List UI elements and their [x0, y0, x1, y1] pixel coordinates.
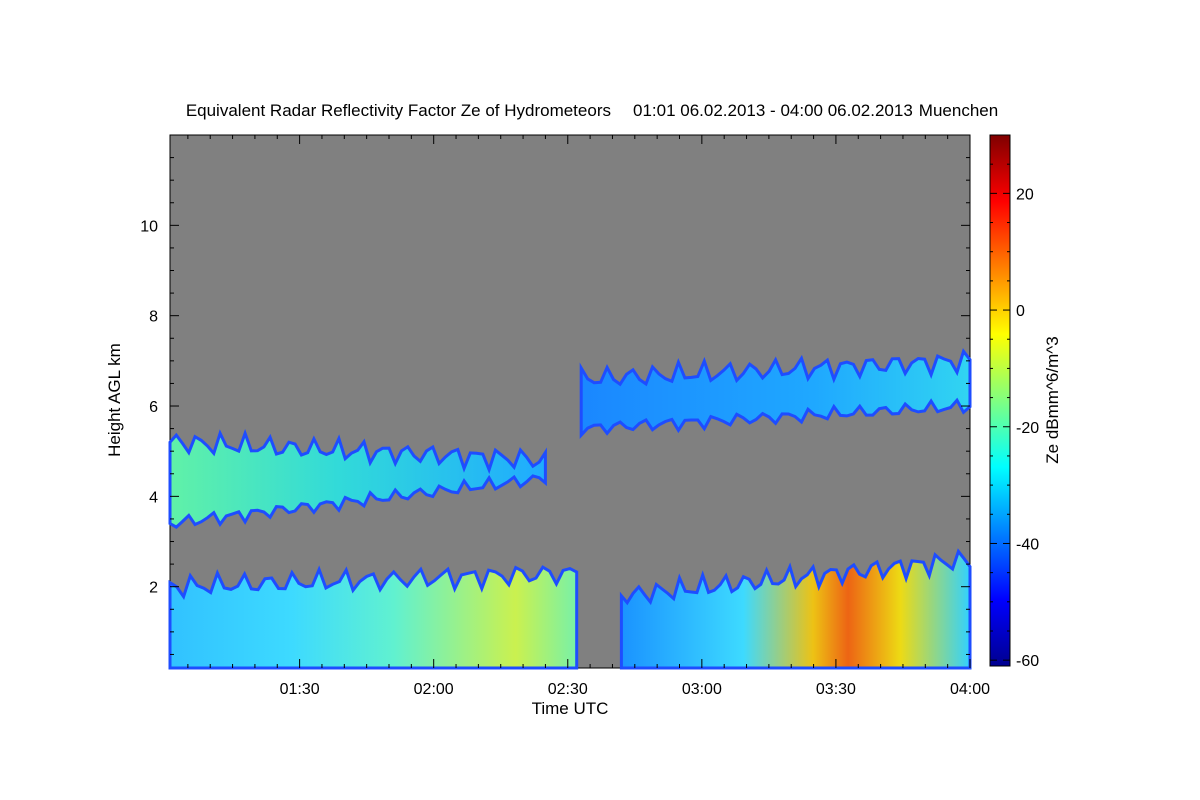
y-tick-label: 8 — [149, 309, 158, 326]
x-axis-label: Time UTC — [532, 699, 609, 718]
x-tick-label: 02:00 — [414, 681, 454, 698]
x-tick-label: 03:30 — [816, 681, 856, 698]
x-tick-labels: 01:30 02:00 02:30 03:00 03:30 04:00 — [280, 681, 991, 698]
x-tick-label: 02:30 — [548, 681, 588, 698]
y-tick-label: 6 — [149, 399, 158, 416]
y-tick-labels: 2 4 6 8 10 — [140, 218, 158, 596]
y-tick-label: 4 — [149, 489, 158, 506]
colorbar-tick-label: -20 — [1016, 420, 1039, 437]
colorbar-tick-label: -60 — [1016, 653, 1039, 670]
colorbar-ticks — [990, 134, 1010, 661]
colorbar-tick-label: 0 — [1016, 303, 1025, 320]
colorbar-tick-labels: 20 0 -20 -40 -60 — [1016, 186, 1039, 670]
y-axis-label: Height AGL km — [105, 343, 124, 457]
chart-title: Equivalent Radar Reflectivity Factor Ze … — [186, 101, 998, 120]
echo-region-low-precipitation-west — [168, 565, 579, 670]
colorbar-tick-label: 20 — [1016, 186, 1034, 203]
colorbar — [989, 134, 1011, 667]
colorbar-label: Ze dBmm^6/m^3 — [1043, 336, 1062, 463]
x-tick-label: 01:30 — [280, 681, 320, 698]
x-tick-label: 03:00 — [682, 681, 722, 698]
chart-title-main: Equivalent Radar Reflectivity Factor Ze … — [186, 101, 611, 120]
axis-ticks — [170, 134, 971, 668]
echo-region-upper-layer-east — [579, 348, 972, 440]
y-tick-label: 2 — [149, 580, 158, 597]
x-tick-label: 04:00 — [950, 681, 990, 698]
chart-location: Muenchen — [919, 101, 998, 120]
colorbar-tick-label: -40 — [1016, 536, 1039, 553]
chart-period: 01:01 06.02.2013 - 04:00 06.02.2013 — [633, 101, 913, 120]
echo-layer — [168, 348, 972, 670]
echo-region-upper-layer-west — [168, 428, 547, 529]
y-tick-label: 10 — [140, 218, 158, 235]
